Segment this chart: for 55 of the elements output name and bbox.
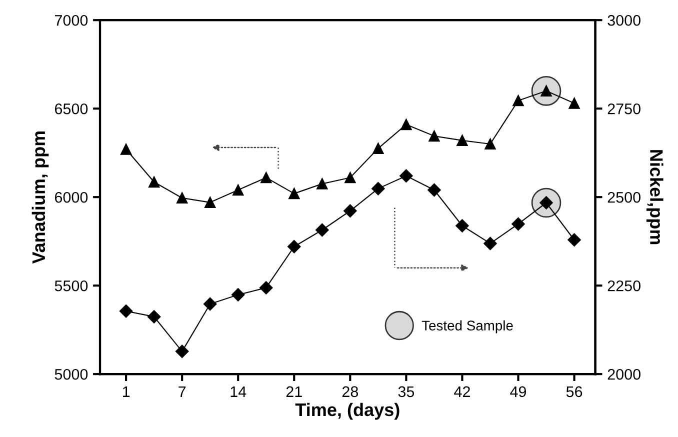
point	[484, 138, 496, 150]
point	[344, 172, 356, 184]
point	[204, 297, 217, 311]
point	[372, 142, 384, 154]
x-tick-label: 7	[178, 386, 186, 397]
point	[288, 188, 300, 200]
point	[428, 130, 440, 142]
x-tick-label: 21	[286, 386, 302, 397]
point	[484, 236, 497, 250]
y2-tick-label: 3000	[608, 14, 640, 26]
x-axis-title: Time, (days)	[295, 402, 400, 420]
y-tick-label: 5500	[54, 280, 88, 292]
point	[120, 144, 132, 155]
point	[148, 176, 160, 188]
point	[428, 183, 441, 197]
point	[260, 281, 273, 294]
y2-tick-label: 2250	[608, 280, 640, 292]
y2-tick-label: 2000	[608, 368, 640, 380]
y-tick-label: 7000	[55, 14, 88, 26]
x-tick-label: 1	[122, 386, 130, 397]
x-tick-label: 49	[510, 386, 526, 398]
point	[512, 217, 525, 231]
y2-axis-title: Nickel,ppm	[646, 150, 664, 244]
point	[147, 310, 161, 324]
point	[372, 182, 385, 196]
point	[119, 304, 133, 318]
y2-tick-label: 2500	[608, 192, 640, 203]
y-tick-label: 6500	[54, 103, 88, 114]
y-tick-label: 5000	[54, 368, 88, 380]
point	[232, 288, 245, 302]
y2-tick-label: 2750	[608, 103, 640, 114]
x-tick-label: 56	[566, 386, 582, 398]
point	[512, 95, 524, 106]
y-tick-label: 6000	[54, 192, 88, 203]
point	[204, 196, 216, 208]
point	[568, 233, 581, 247]
x-tick-label: 35	[398, 386, 414, 398]
x-tick-label: 28	[342, 386, 358, 398]
point	[175, 344, 189, 358]
point	[568, 98, 580, 109]
point	[288, 240, 301, 254]
point	[176, 192, 188, 204]
point	[316, 178, 328, 190]
x-tick-label: 14	[230, 386, 246, 397]
point	[400, 118, 412, 130]
x-tick-label: 42	[454, 386, 470, 397]
point	[232, 184, 244, 196]
point	[260, 172, 272, 184]
point	[456, 219, 469, 232]
y-axis-title: Vanadium, ppm	[32, 131, 49, 264]
legend-label: Tested Sample	[422, 320, 513, 334]
point	[400, 169, 413, 182]
point	[316, 223, 329, 237]
point	[456, 134, 468, 146]
point	[344, 204, 357, 218]
